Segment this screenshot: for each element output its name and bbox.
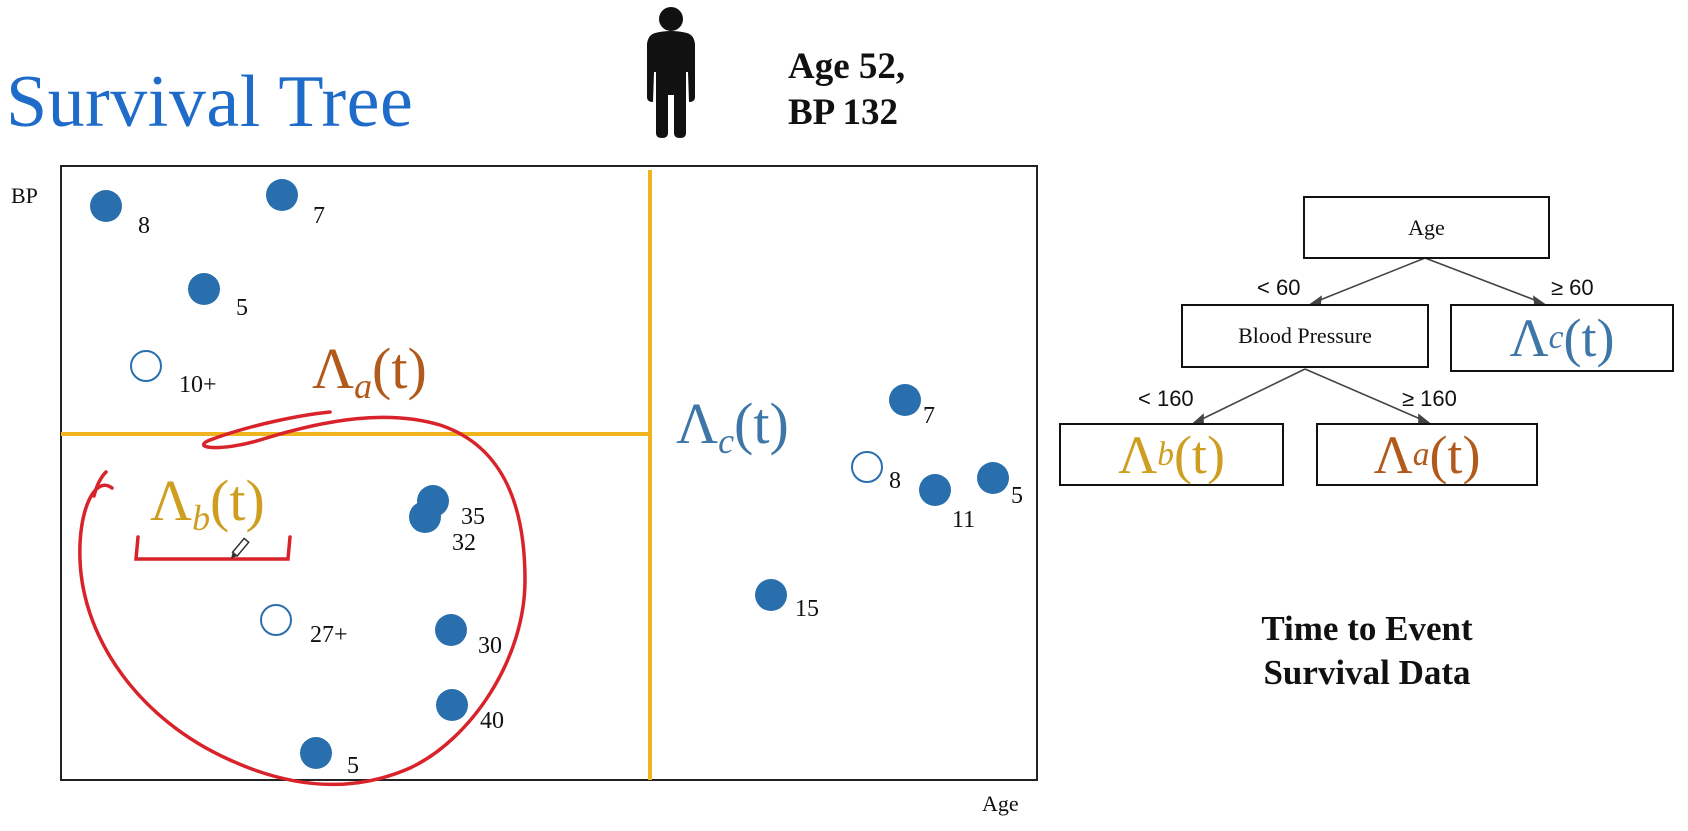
edge-label-bp-lt160: < 160: [1138, 386, 1194, 411]
point-label: 7: [313, 203, 325, 229]
pen-cursor-icon: [231, 537, 250, 559]
annotation-circle: [78, 410, 527, 786]
patient-info: Age 52, BP 132: [788, 44, 905, 136]
point-label: 5: [347, 753, 359, 779]
point-label: 7: [923, 403, 935, 429]
point-label: 15: [795, 596, 819, 622]
tree-edges: [1191, 257, 1547, 424]
y-axis-label: BP: [11, 183, 38, 208]
tree-node-blood-pressure: Blood Pressure: [1181, 304, 1429, 368]
point-label: 5: [1011, 483, 1023, 509]
edge-label-bp-ge160: ≥ 160: [1402, 386, 1457, 411]
event-point: 8: [90, 190, 150, 239]
event-point: 30: [435, 614, 502, 659]
point-marker: [260, 604, 292, 636]
event-point: 7: [889, 384, 935, 429]
censored-point: 27+: [260, 604, 348, 648]
point-marker: [851, 451, 883, 483]
x-axis-label: Age: [982, 791, 1019, 816]
patient-age: Age 52,: [788, 46, 906, 87]
event-point: 5: [188, 273, 248, 321]
point-label: 27+: [310, 622, 348, 648]
point-marker: [300, 737, 332, 769]
point-marker: [409, 501, 441, 533]
censored-point: 8: [851, 451, 901, 494]
event-point: 11: [919, 474, 975, 533]
point-label: 8: [889, 468, 901, 494]
point-label: 30: [478, 633, 502, 659]
point-marker: [919, 474, 951, 506]
event-point: 7: [266, 179, 325, 229]
event-point: 32: [409, 501, 476, 556]
caption-line-1: Time to Event: [1261, 609, 1473, 648]
region-label-a: Λa(t): [312, 336, 427, 407]
point-label: 35: [461, 504, 485, 530]
event-point: 5: [977, 462, 1023, 509]
caption: Time to Event Survival Data: [1232, 607, 1502, 695]
point-marker: [977, 462, 1009, 494]
annotation-hook: [92, 470, 108, 498]
patient-bp: BP 132: [788, 92, 898, 133]
event-point: 40: [436, 689, 504, 734]
point-label: 8: [138, 213, 150, 239]
person-icon: [647, 7, 695, 138]
plot-frame: [60, 165, 1038, 781]
tree-node-age: Age: [1303, 196, 1550, 259]
point-marker: [90, 190, 122, 222]
point-marker: [266, 179, 298, 211]
event-point: 15: [755, 579, 819, 622]
point-label: 40: [480, 708, 504, 734]
annotation-underline: [134, 535, 292, 561]
point-marker: [188, 273, 220, 305]
censored-point: 10+: [130, 350, 217, 398]
page-title: Survival Tree: [6, 61, 414, 143]
region-label-c: Λc(t): [676, 391, 789, 462]
point-label: 11: [952, 507, 975, 533]
point-marker: [435, 614, 467, 646]
point-label: 32: [452, 530, 476, 556]
point-label: 5: [236, 295, 248, 321]
point-marker: [130, 350, 162, 382]
caption-line-2: Survival Data: [1263, 653, 1471, 692]
event-point: 5: [300, 737, 359, 779]
point-label: 10+: [179, 372, 217, 398]
point-marker: [889, 384, 921, 416]
point-marker: [436, 689, 468, 721]
region-label-b: Λb(t): [150, 468, 265, 539]
edge-label-age-ge60: ≥ 60: [1551, 275, 1594, 300]
edge-label-age-lt60: < 60: [1257, 275, 1301, 300]
point-marker: [755, 579, 787, 611]
